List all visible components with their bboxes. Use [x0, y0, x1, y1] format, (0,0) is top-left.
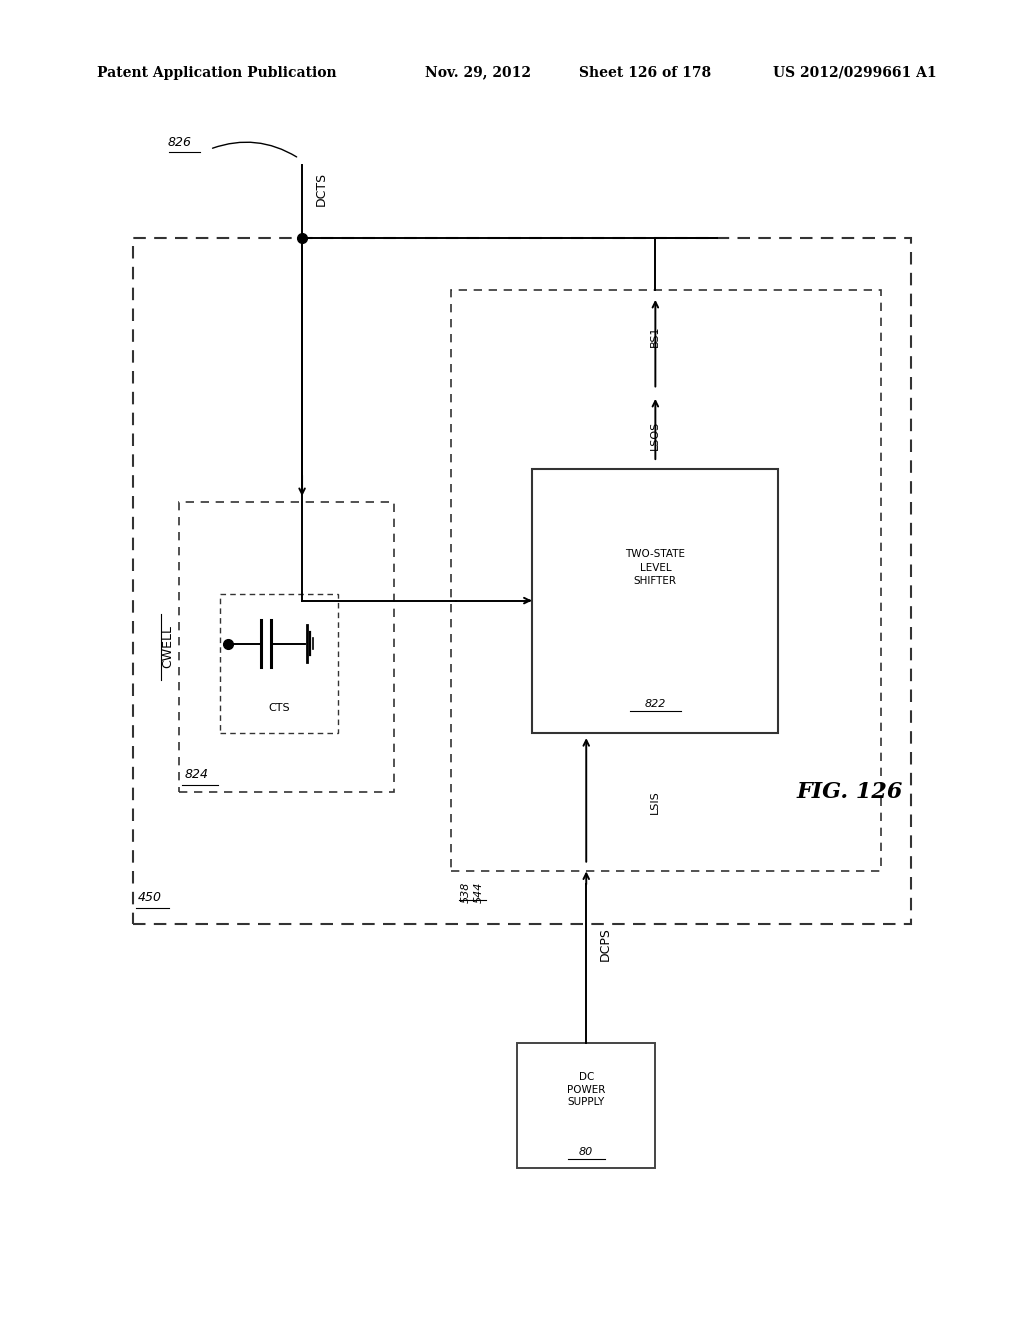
Text: CWELL: CWELL — [161, 626, 174, 668]
Text: FIG. 126: FIG. 126 — [797, 781, 903, 803]
Text: US 2012/0299661 A1: US 2012/0299661 A1 — [773, 66, 937, 79]
Text: DC
POWER
SUPPLY: DC POWER SUPPLY — [567, 1072, 605, 1107]
Text: Patent Application Publication: Patent Application Publication — [97, 66, 337, 79]
Text: LSIS: LSIS — [650, 791, 660, 813]
Text: DCPS: DCPS — [598, 927, 611, 961]
Text: 826: 826 — [167, 136, 191, 149]
Text: 824: 824 — [184, 768, 208, 781]
Text: DCTS: DCTS — [314, 172, 328, 206]
Text: 450: 450 — [138, 891, 162, 904]
Text: Nov. 29, 2012: Nov. 29, 2012 — [425, 66, 531, 79]
Text: BS1: BS1 — [650, 326, 660, 347]
Text: 538: 538 — [461, 882, 471, 903]
Text: TWO-STATE
LEVEL
SHIFTER: TWO-STATE LEVEL SHIFTER — [626, 549, 685, 586]
Text: 544: 544 — [474, 882, 484, 903]
Text: Sheet 126 of 178: Sheet 126 of 178 — [579, 66, 711, 79]
Text: 80: 80 — [580, 1147, 593, 1158]
Text: LSOS: LSOS — [650, 421, 660, 450]
Text: CTS: CTS — [268, 702, 290, 713]
Text: 822: 822 — [645, 698, 666, 709]
